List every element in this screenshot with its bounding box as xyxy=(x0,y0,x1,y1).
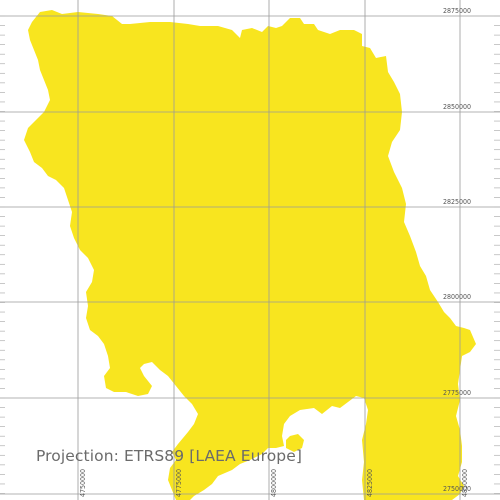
region-island xyxy=(286,434,304,452)
northing-label: 2850000 xyxy=(443,103,471,111)
left-edge-ticks xyxy=(0,15,5,494)
easting-label: 4800000 xyxy=(270,469,278,497)
northing-label: 2800000 xyxy=(443,293,471,301)
right-edge-ticks xyxy=(494,15,500,494)
northing-label: 2825000 xyxy=(443,198,471,206)
easting-labels: 4750000 4775000 4800000 4825000 4850000 xyxy=(79,469,469,497)
northing-label: 2875000 xyxy=(443,7,471,15)
northing-label: 2750000 xyxy=(443,485,471,493)
projection-label: Projection: ETRS89 [LAEA Europe] xyxy=(36,447,303,465)
easting-label: 4775000 xyxy=(175,469,183,497)
easting-label: 4825000 xyxy=(366,469,374,497)
easting-label: 4850000 xyxy=(461,469,469,497)
northing-label: 2775000 xyxy=(443,389,471,397)
easting-label: 4750000 xyxy=(79,469,87,497)
region-polygon xyxy=(24,10,476,500)
northing-labels: 2875000 2850000 2825000 2800000 2775000 … xyxy=(443,7,471,493)
